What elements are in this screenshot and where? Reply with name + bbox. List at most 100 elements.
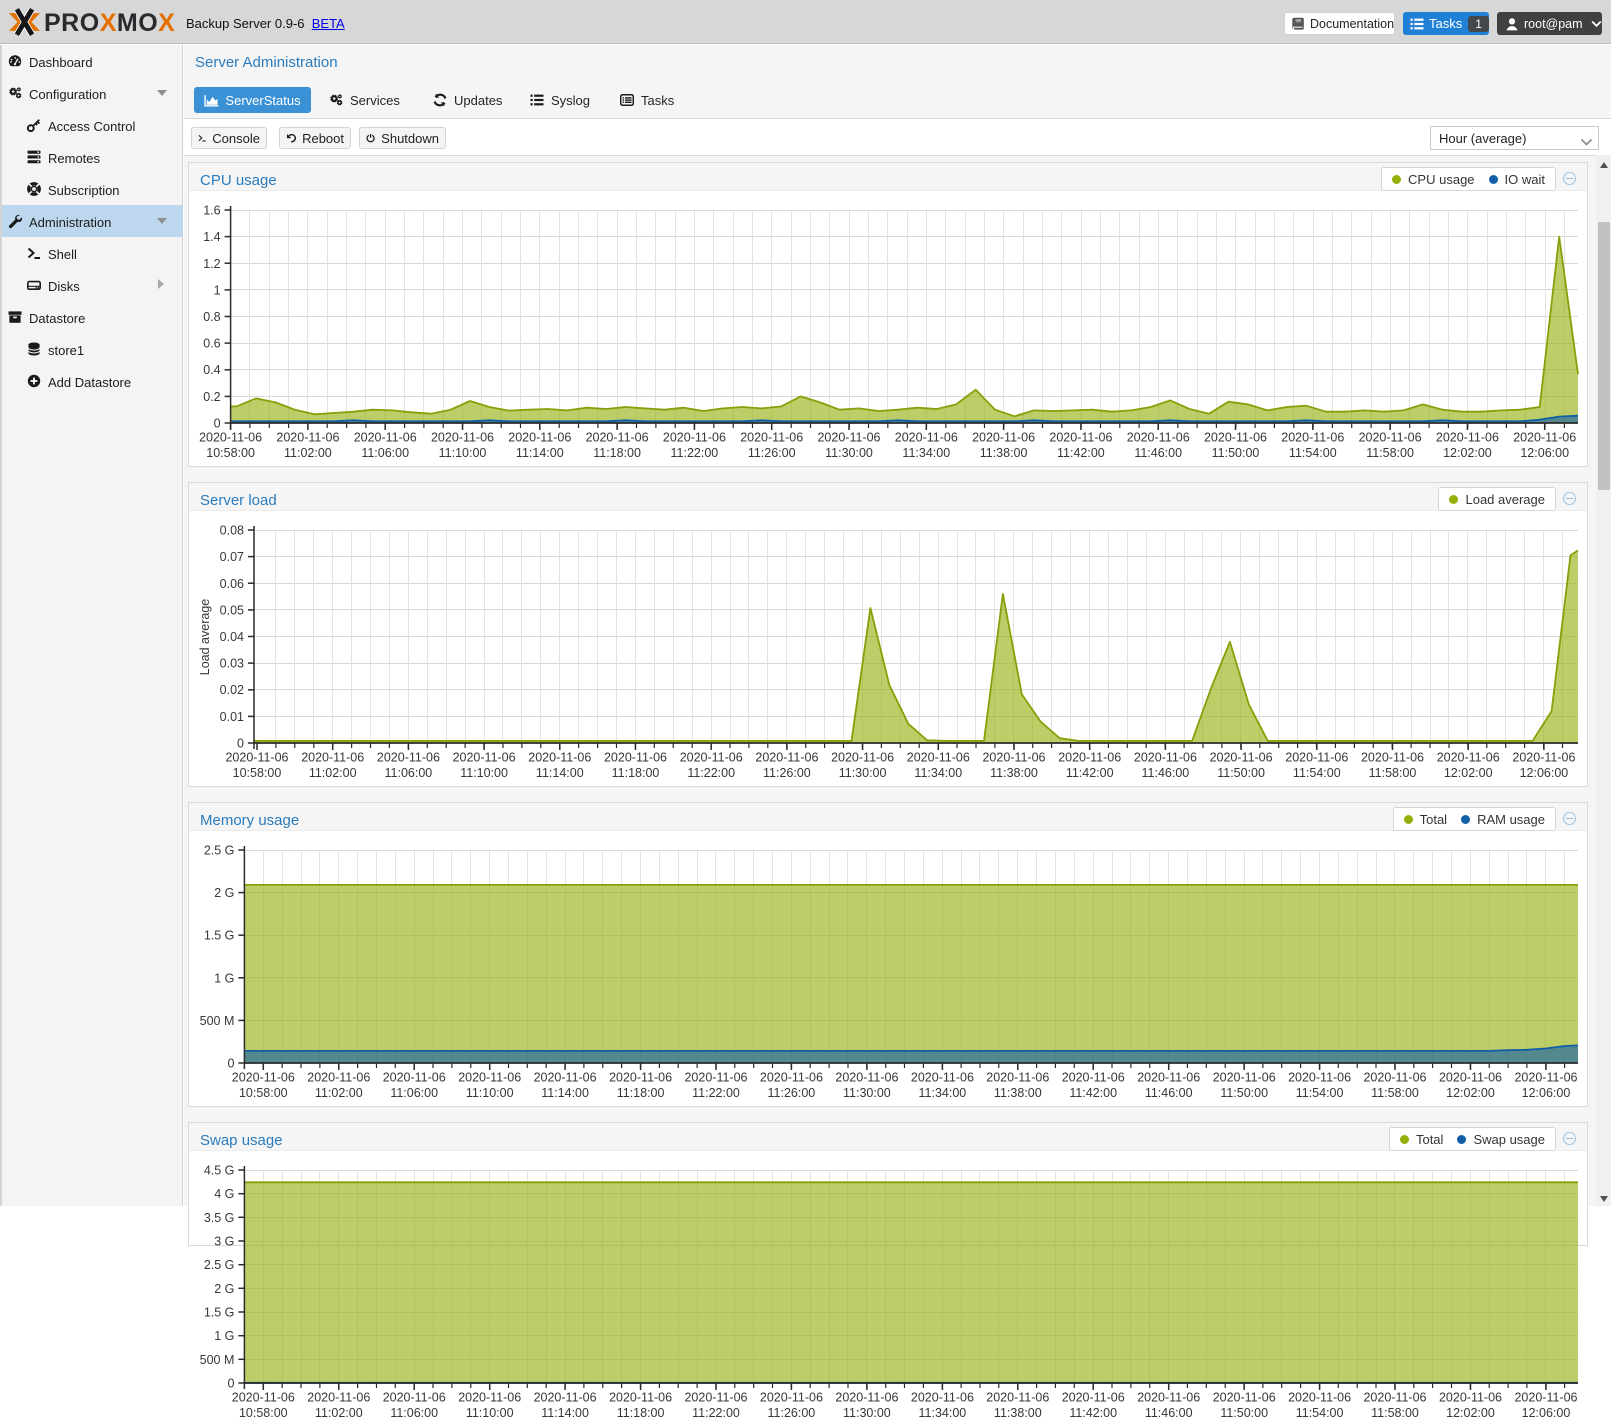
- svg-text:11:58:00: 11:58:00: [1371, 1406, 1419, 1420]
- svg-text:2020-11-06: 2020-11-06: [911, 1071, 974, 1085]
- svg-text:2020-11-06: 2020-11-06: [831, 751, 894, 765]
- svg-text:2 G: 2 G: [214, 886, 234, 900]
- svg-text:10:58:00: 10:58:00: [239, 1086, 288, 1100]
- svg-text:11:34:00: 11:34:00: [902, 446, 950, 460]
- svg-text:0.06: 0.06: [220, 577, 244, 591]
- svg-text:11:38:00: 11:38:00: [994, 1406, 1042, 1420]
- svg-text:11:38:00: 11:38:00: [994, 1086, 1042, 1100]
- svg-text:2020-11-06: 2020-11-06: [1513, 431, 1576, 445]
- svg-text:2020-11-06: 2020-11-06: [383, 1391, 446, 1405]
- svg-text:12:06:00: 12:06:00: [1522, 1406, 1571, 1420]
- svg-text:10:58:00: 10:58:00: [239, 1406, 288, 1420]
- svg-text:11:10:00: 11:10:00: [460, 766, 508, 780]
- svg-text:2020-11-06: 2020-11-06: [1512, 751, 1575, 765]
- svg-text:0.6: 0.6: [203, 337, 220, 351]
- svg-text:2020-11-06: 2020-11-06: [383, 1071, 446, 1085]
- svg-text:1 G: 1 G: [214, 971, 234, 985]
- svg-text:2020-11-06: 2020-11-06: [817, 431, 880, 445]
- svg-text:2020-11-06: 2020-11-06: [609, 1391, 672, 1405]
- svg-text:11:50:00: 11:50:00: [1212, 446, 1260, 460]
- svg-text:3.5 G: 3.5 G: [204, 1211, 235, 1225]
- svg-text:11:30:00: 11:30:00: [843, 1086, 891, 1100]
- svg-text:0.03: 0.03: [220, 657, 244, 671]
- svg-text:1: 1: [214, 283, 221, 297]
- svg-text:11:42:00: 11:42:00: [1069, 1406, 1117, 1420]
- svg-text:11:42:00: 11:42:00: [1057, 446, 1105, 460]
- svg-text:2020-11-06: 2020-11-06: [534, 1391, 597, 1405]
- svg-text:11:18:00: 11:18:00: [617, 1406, 665, 1420]
- svg-text:2020-11-06: 2020-11-06: [740, 431, 803, 445]
- svg-text:2020-11-06: 2020-11-06: [663, 431, 726, 445]
- svg-text:11:14:00: 11:14:00: [536, 766, 584, 780]
- svg-text:11:54:00: 11:54:00: [1293, 766, 1341, 780]
- svg-text:11:22:00: 11:22:00: [692, 1406, 740, 1420]
- svg-text:0.05: 0.05: [220, 603, 244, 617]
- svg-text:11:54:00: 11:54:00: [1296, 1086, 1344, 1100]
- svg-text:Load average: Load average: [198, 599, 212, 676]
- svg-text:2020-11-06: 2020-11-06: [1134, 751, 1197, 765]
- svg-text:2020-11-06: 2020-11-06: [684, 1071, 747, 1085]
- svg-text:2020-11-06: 2020-11-06: [911, 1391, 974, 1405]
- svg-text:0.2: 0.2: [203, 390, 220, 404]
- svg-text:2020-11-06: 2020-11-06: [307, 1391, 370, 1405]
- svg-text:2020-11-06: 2020-11-06: [680, 751, 743, 765]
- svg-text:0: 0: [227, 1377, 234, 1391]
- svg-text:2020-11-06: 2020-11-06: [1514, 1071, 1577, 1085]
- svg-text:11:34:00: 11:34:00: [919, 1406, 967, 1420]
- svg-text:2 G: 2 G: [214, 1282, 234, 1296]
- svg-text:11:18:00: 11:18:00: [617, 1086, 665, 1100]
- svg-text:2020-11-06: 2020-11-06: [982, 751, 1045, 765]
- svg-text:2020-11-06: 2020-11-06: [534, 1071, 597, 1085]
- svg-text:2020-11-06: 2020-11-06: [431, 431, 494, 445]
- svg-text:0.04: 0.04: [220, 630, 244, 644]
- svg-text:2020-11-06: 2020-11-06: [1127, 431, 1190, 445]
- svg-text:11:18:00: 11:18:00: [593, 446, 641, 460]
- svg-text:11:34:00: 11:34:00: [919, 1086, 967, 1100]
- svg-text:11:26:00: 11:26:00: [763, 766, 811, 780]
- svg-text:2020-11-06: 2020-11-06: [609, 1071, 672, 1085]
- svg-text:2020-11-06: 2020-11-06: [760, 1071, 823, 1085]
- svg-text:2020-11-06: 2020-11-06: [895, 431, 958, 445]
- svg-text:2020-11-06: 2020-11-06: [907, 751, 970, 765]
- svg-text:11:42:00: 11:42:00: [1069, 1086, 1117, 1100]
- svg-text:2020-11-06: 2020-11-06: [354, 431, 417, 445]
- svg-text:2020-11-06: 2020-11-06: [835, 1071, 898, 1085]
- svg-text:1.6: 1.6: [203, 204, 220, 218]
- svg-text:11:42:00: 11:42:00: [1066, 766, 1114, 780]
- svg-text:2020-11-06: 2020-11-06: [1439, 1391, 1502, 1405]
- svg-text:2020-11-06: 2020-11-06: [307, 1071, 370, 1085]
- svg-text:11:34:00: 11:34:00: [914, 766, 962, 780]
- svg-text:2020-11-06: 2020-11-06: [986, 1391, 1049, 1405]
- svg-text:2020-11-06: 2020-11-06: [586, 431, 649, 445]
- svg-text:11:50:00: 11:50:00: [1220, 1406, 1268, 1420]
- svg-text:12:02:00: 12:02:00: [1446, 1086, 1495, 1100]
- svg-text:11:38:00: 11:38:00: [980, 446, 1028, 460]
- svg-text:11:46:00: 11:46:00: [1134, 446, 1182, 460]
- svg-text:2020-11-06: 2020-11-06: [301, 751, 364, 765]
- svg-text:0: 0: [227, 1057, 234, 1071]
- svg-text:11:10:00: 11:10:00: [466, 1086, 514, 1100]
- svg-text:2020-11-06: 2020-11-06: [684, 1391, 747, 1405]
- svg-text:11:30:00: 11:30:00: [839, 766, 887, 780]
- svg-text:11:50:00: 11:50:00: [1220, 1086, 1268, 1100]
- svg-text:2020-11-06: 2020-11-06: [1361, 751, 1424, 765]
- svg-text:11:18:00: 11:18:00: [612, 766, 660, 780]
- svg-text:0: 0: [214, 417, 221, 431]
- svg-text:2020-11-06: 2020-11-06: [755, 751, 818, 765]
- svg-text:2020-11-06: 2020-11-06: [453, 751, 516, 765]
- svg-text:2020-11-06: 2020-11-06: [377, 751, 440, 765]
- svg-text:2020-11-06: 2020-11-06: [835, 1391, 898, 1405]
- svg-text:12:06:00: 12:06:00: [1520, 446, 1569, 460]
- svg-text:11:14:00: 11:14:00: [541, 1406, 589, 1420]
- svg-text:11:26:00: 11:26:00: [748, 446, 796, 460]
- svg-text:2020-11-06: 2020-11-06: [1213, 1071, 1276, 1085]
- svg-text:11:22:00: 11:22:00: [692, 1086, 740, 1100]
- svg-text:0.02: 0.02: [220, 683, 244, 697]
- svg-text:2020-11-06: 2020-11-06: [1285, 751, 1348, 765]
- svg-text:2020-11-06: 2020-11-06: [986, 1071, 1049, 1085]
- svg-text:12:06:00: 12:06:00: [1522, 1086, 1571, 1100]
- svg-text:2020-11-06: 2020-11-06: [276, 431, 339, 445]
- svg-text:2020-11-06: 2020-11-06: [1058, 751, 1121, 765]
- svg-text:500 M: 500 M: [200, 1353, 235, 1367]
- svg-text:0.4: 0.4: [203, 363, 220, 377]
